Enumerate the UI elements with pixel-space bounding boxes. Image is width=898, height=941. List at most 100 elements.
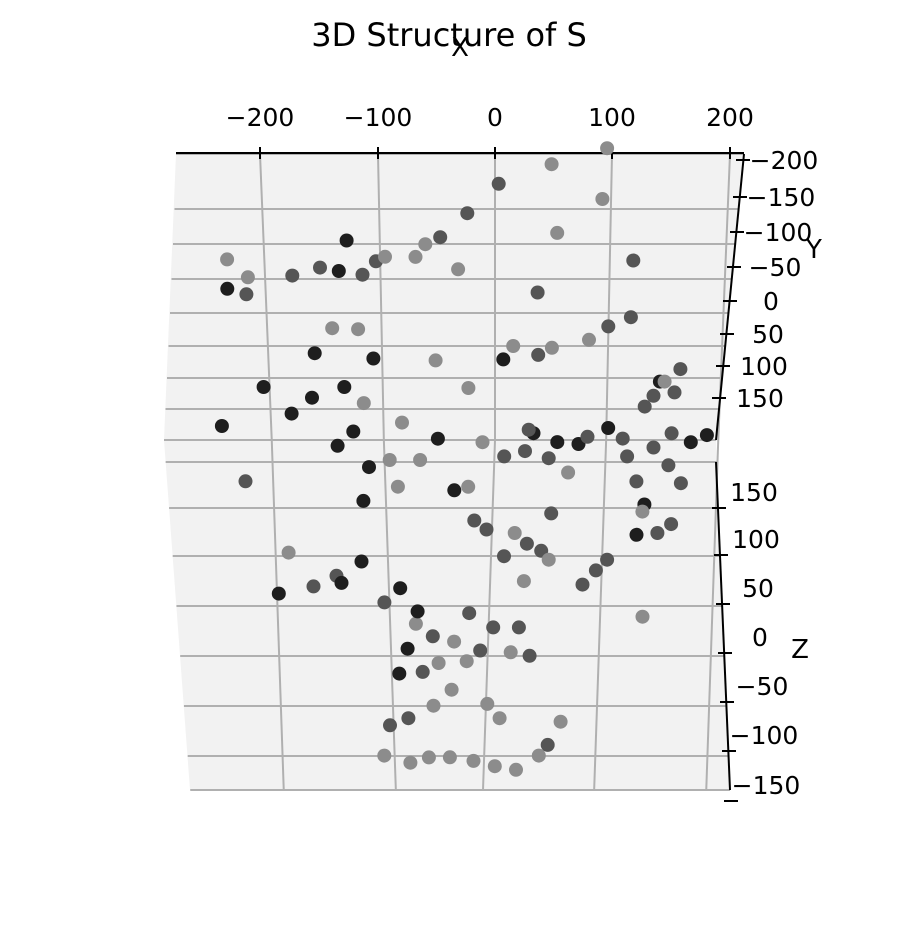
scatter-point: [271, 586, 286, 601]
scatter-point: [426, 698, 441, 713]
scatter-point: [544, 157, 559, 172]
scatter-point: [522, 648, 537, 663]
scatter-point: [588, 563, 603, 578]
scatter-point: [620, 449, 635, 464]
scatter-point: [313, 260, 327, 275]
scatter-point: [497, 449, 512, 464]
grid-line-x-floor: [482, 439, 496, 791]
grid-line-x: [605, 153, 613, 441]
scatter-point: [492, 711, 507, 726]
scatter-point: [305, 390, 319, 405]
scatter-point: [451, 262, 466, 277]
grid-line-x: [259, 153, 273, 441]
scatter-point: [582, 332, 596, 347]
scatter-point: [486, 620, 501, 635]
scatter-point: [220, 252, 235, 267]
scatter-point: [240, 270, 255, 285]
scatter-point: [355, 267, 370, 282]
scatter-point: [351, 322, 366, 337]
scatter-point: [629, 474, 644, 489]
scatter-point: [428, 353, 443, 368]
y-tick-label: −200: [750, 146, 819, 175]
grid-line-x: [377, 153, 385, 441]
x-tick-label: 0: [487, 103, 503, 132]
scatter-points: [214, 141, 714, 777]
scatter-point: [637, 399, 652, 414]
z-tick-label: 50: [742, 574, 774, 603]
scatter-point: [403, 755, 418, 770]
scatter-point: [377, 595, 392, 610]
scatter-point: [473, 643, 488, 658]
z-axis-label: Z: [791, 635, 809, 665]
scatter-point: [667, 385, 682, 400]
scatter-point: [281, 545, 296, 560]
scatter-point: [442, 750, 457, 765]
scatter-point: [378, 249, 392, 264]
scatter-point: [325, 321, 340, 336]
scatter-point: [444, 682, 459, 697]
scatter-point: [635, 504, 650, 519]
scatter-point: [496, 352, 511, 367]
scatter-point: [356, 493, 371, 508]
y-tick-label: −100: [744, 218, 813, 247]
scatter-point: [600, 552, 615, 567]
scatter-point: [646, 440, 661, 455]
scatter-point: [646, 388, 661, 403]
scatter-point: [650, 526, 665, 540]
x-tick-label: −200: [226, 103, 295, 132]
y-axis: −200 −150 −100 −50 0 50 100 150 Y: [712, 146, 822, 441]
scatter-point: [401, 711, 416, 726]
y-axis-label: Y: [805, 235, 822, 265]
scatter-point: [521, 422, 536, 437]
scatter-point: [626, 253, 641, 268]
x-axis: −200 −100 0 100 200 X: [176, 33, 754, 159]
scatter-point: [238, 474, 253, 489]
scatter-point: [503, 645, 518, 660]
scatter-point: [390, 479, 405, 494]
scatter-point: [615, 431, 630, 446]
scatter-point: [673, 476, 688, 491]
scatter-point: [601, 421, 616, 435]
z-tick-label: 150: [730, 478, 778, 507]
scatter-point: [664, 517, 679, 532]
scatter-point: [475, 435, 490, 450]
scatter-point: [430, 431, 445, 446]
scatter-point: [337, 380, 352, 394]
scatter-point: [575, 577, 590, 592]
grid-line-x-floor: [270, 439, 285, 791]
scatter-point: [256, 380, 271, 394]
scatter-point: [356, 396, 371, 411]
z-axis: 150 100 50 0 −50 −100 −150 Z: [712, 461, 809, 802]
y-tick-label: 0: [763, 287, 779, 316]
z-tick-label: −100: [730, 721, 799, 750]
y-tick-label: −50: [749, 253, 802, 282]
y-tick-label: 150: [736, 384, 784, 413]
scatter-point: [595, 192, 610, 206]
x-tick-label: 200: [706, 103, 754, 132]
scatter-point: [392, 666, 407, 681]
x-tick-label: 100: [588, 103, 636, 132]
y-tick-label: 50: [752, 320, 784, 349]
scatter-point: [540, 737, 555, 752]
scatter-point: [383, 718, 397, 733]
scatter-point: [366, 351, 381, 366]
scatter-point: [550, 225, 565, 240]
scatter-point: [518, 444, 532, 459]
scatter-point: [461, 479, 476, 494]
scatter-point: [657, 374, 672, 389]
scatter-point: [664, 426, 679, 441]
y-tick-label: −150: [747, 183, 816, 212]
scatter-point: [382, 453, 397, 467]
y-tick-label: 100: [740, 352, 788, 381]
scatter-point: [699, 428, 714, 443]
scatter-point: [239, 287, 254, 302]
scatter-point: [395, 415, 409, 430]
scatter-point: [331, 264, 346, 278]
z-tick-label: −50: [736, 672, 789, 701]
scatter-point: [421, 750, 436, 765]
scatter-point: [530, 285, 545, 300]
scatter-point: [413, 453, 428, 467]
scatter-point: [433, 230, 448, 245]
scatter-point: [600, 141, 615, 156]
scatter-point: [635, 609, 650, 624]
